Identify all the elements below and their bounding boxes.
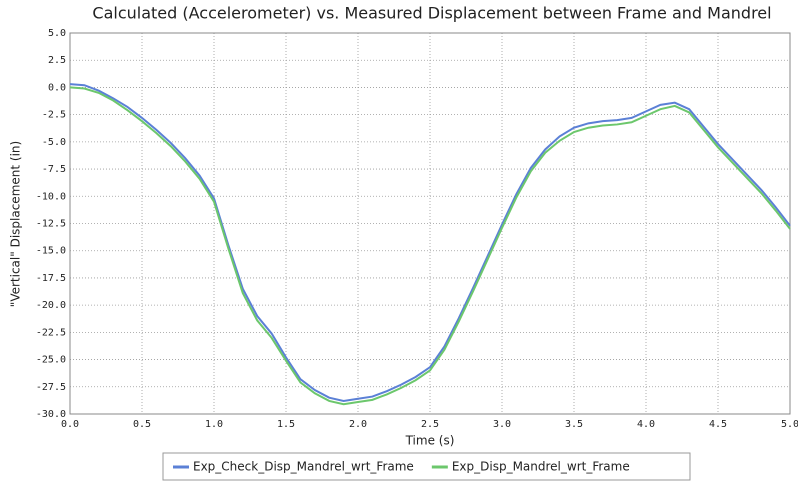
y-tick-label: -5.0 bbox=[42, 137, 66, 148]
y-tick-label: -30.0 bbox=[36, 409, 66, 420]
x-tick-label: 0.5 bbox=[133, 419, 151, 430]
series-line bbox=[69, 86, 791, 406]
y-tick-label: -20.0 bbox=[36, 300, 66, 311]
x-axis-label: Time (s) bbox=[405, 434, 455, 448]
x-tick-label: 3.5 bbox=[565, 419, 583, 430]
y-axis-label: "Vertical" Displacement (in) bbox=[9, 141, 23, 307]
y-tick-label: -27.5 bbox=[36, 382, 66, 393]
legend-label: Exp_Check_Disp_Mandrel_wrt_Frame bbox=[193, 460, 414, 474]
x-tick-label: 4.0 bbox=[637, 419, 655, 430]
y-tick-label: -22.5 bbox=[36, 327, 66, 338]
y-tick-label: 2.5 bbox=[48, 55, 66, 66]
x-tick-label: 0.0 bbox=[61, 419, 79, 430]
chart-title: Calculated (Accelerometer) vs. Measured … bbox=[92, 4, 771, 23]
y-tick-label: -15.0 bbox=[36, 246, 66, 257]
x-tick-label: 1.0 bbox=[205, 419, 223, 430]
x-tick-label: 1.5 bbox=[277, 419, 295, 430]
y-tick-label: 0.0 bbox=[48, 82, 66, 93]
legend-box bbox=[162, 452, 691, 481]
x-tick-label: 3.0 bbox=[493, 419, 511, 430]
series-line bbox=[69, 83, 791, 402]
y-tick-label: 5.0 bbox=[48, 28, 66, 39]
y-tick-label: -10.0 bbox=[36, 191, 66, 202]
x-tick-label: 2.5 bbox=[421, 419, 439, 430]
y-tick-label: -2.5 bbox=[42, 110, 66, 121]
legend-label: Exp_Disp_Mandrel_wrt_Frame bbox=[452, 460, 630, 474]
y-tick-label: -12.5 bbox=[36, 219, 66, 230]
y-tick-label: -17.5 bbox=[36, 273, 66, 284]
y-tick-label: -7.5 bbox=[42, 164, 66, 175]
y-tick-label: -25.0 bbox=[36, 355, 66, 366]
plot-frame bbox=[69, 32, 791, 415]
x-tick-label: 2.0 bbox=[349, 419, 367, 430]
x-tick-label: 5.0 bbox=[781, 419, 798, 430]
x-tick-label: 4.5 bbox=[709, 419, 727, 430]
